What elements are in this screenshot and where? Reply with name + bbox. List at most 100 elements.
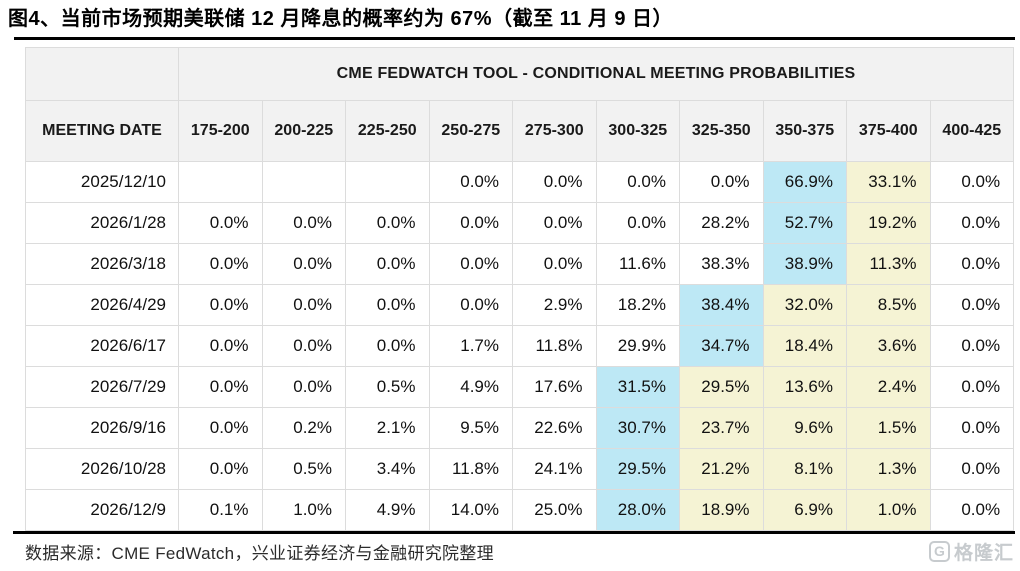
probability-cell: 0.0% [261,325,346,367]
gelonghui-logo-text: 格隆汇 [953,542,1014,564]
probability-cell: 0.0% [595,161,680,203]
meeting-date-cell: 2026/9/16 [25,407,179,449]
probability-cell: 0.0% [178,284,263,326]
probability-cell: 0.0% [679,161,764,203]
footer: 数据来源：CME FedWatch，兴业证券经济与金融研究院整理 G 格隆汇 [25,538,1014,565]
probability-cell-highlight: 13.6% [762,366,847,408]
report-figure-page: 图4、当前市场预期美联储 12 月降息的概率约为 67%（截至 11 月 9 日… [0,5,1020,571]
probability-cell: 0.0% [261,284,346,326]
probability-cell: 0.0% [595,202,680,244]
probability-cell-highlight: 32.0% [762,284,847,326]
probability-cell: 0.0% [345,202,430,244]
probability-cell: 24.1% [512,448,597,490]
probability-cell [345,161,430,203]
probability-cell: 28.2% [679,202,764,244]
probability-cell-highlight: 6.9% [762,489,847,531]
col-header-rate-bin: 175-200 [178,100,263,162]
meeting-date-cell: 2026/12/9 [25,489,179,531]
meeting-date-cell: 2026/3/18 [25,243,179,285]
probability-cell: 2.9% [512,284,597,326]
col-header-rate-bin: 250-275 [428,100,513,162]
probability-cell: 29.9% [595,325,680,367]
probability-cell: 1.0% [261,489,346,531]
probability-cell: 0.0% [178,325,263,367]
probability-cell-max: 52.7% [762,202,847,244]
col-header-rate-bin: 325-350 [679,100,764,162]
probability-cell: 0.0% [929,325,1015,367]
figure-title: 图4、当前市场预期美联储 12 月降息的概率约为 67%（截至 11 月 9 日… [8,8,674,30]
meeting-date-cell: 2026/4/29 [25,284,179,326]
probability-cell: 0.0% [512,161,597,203]
probability-cell: 0.0% [929,161,1015,203]
probability-cell-highlight: 18.9% [679,489,764,531]
col-header-meeting-date: MEETING DATE [25,100,179,162]
probability-cell: 0.0% [929,489,1015,531]
corner-cell [25,47,179,101]
col-header-rate-bin: 275-300 [512,100,597,162]
probability-cell: 0.0% [345,284,430,326]
probability-cell: 0.0% [428,161,513,203]
col-header-rate-bin: 400-425 [929,100,1015,162]
probability-cell: 0.0% [428,202,513,244]
probability-cell: 18.2% [595,284,680,326]
table-row: 2026/6/17 0.0% 0.0% 0.0% 1.7% 11.8% 29.9% 34.7%… [25,325,1015,367]
probability-cell: 4.9% [345,489,430,531]
probability-cell: 25.0% [512,489,597,531]
probability-cell: 0.0% [929,284,1015,326]
fedwatch-probability-table: CME FEDWATCH TOOL - CONDITIONAL MEETING … [25,47,1015,531]
probability-cell: 0.0% [178,407,263,449]
probability-cell-max: 28.0% [595,489,680,531]
probability-cell: 0.0% [512,243,597,285]
probability-cell: 11.8% [428,448,513,490]
probability-cell-highlight: 1.5% [846,407,931,449]
table-row: 2026/9/16 0.0% 0.2% 2.1% 9.5% 22.6% 30.7% 23.7%… [25,407,1015,449]
title-divider [14,37,1015,40]
meeting-date-cell: 2025/12/10 [25,161,179,203]
probability-cell: 0.0% [929,202,1015,244]
probability-cell-highlight: 33.1% [846,161,931,203]
probability-cell [261,161,346,203]
data-source-note: 数据来源：CME FedWatch，兴业证券经济与金融研究院整理 [25,543,494,563]
probability-cell: 0.0% [929,407,1015,449]
probability-cell-max: 38.9% [762,243,847,285]
probability-cell-max: 34.7% [679,325,764,367]
probability-cell-max: 30.7% [595,407,680,449]
col-header-rate-bin: 300-325 [595,100,680,162]
probability-cell-max: 29.5% [595,448,680,490]
probability-cell-highlight: 3.6% [846,325,931,367]
probability-cell: 0.0% [345,325,430,367]
probability-cell: 9.5% [428,407,513,449]
probability-cell-highlight: 18.4% [762,325,847,367]
probability-cell-highlight: 9.6% [762,407,847,449]
probability-cell: 0.0% [512,202,597,244]
probability-cell: 4.9% [428,366,513,408]
probability-cell: 0.0% [178,448,263,490]
probability-cell-highlight: 19.2% [846,202,931,244]
probability-cell-highlight: 1.0% [846,489,931,531]
probability-cell: 14.0% [428,489,513,531]
meeting-date-cell: 2026/10/28 [25,448,179,490]
probability-cell: 0.0% [261,202,346,244]
probability-cell: 11.6% [595,243,680,285]
table-row: 2026/7/29 0.0% 0.0% 0.5% 4.9% 17.6% 31.5% 29.5%… [25,366,1015,408]
table-row: 2026/4/29 0.0% 0.0% 0.0% 0.0% 2.9% 18.2% 38.4% 3… [25,284,1015,326]
probability-cell: 0.0% [261,366,346,408]
gelonghui-logo: G 格隆汇 [928,538,1014,565]
probability-cell: 3.4% [345,448,430,490]
probability-cell: 0.0% [428,284,513,326]
probability-cell: 0.0% [929,366,1015,408]
probability-cell-max: 31.5% [595,366,680,408]
probability-cell: 22.6% [512,407,597,449]
probability-cell: 0.2% [261,407,346,449]
probability-cell: 0.5% [261,448,346,490]
probability-cell: 17.6% [512,366,597,408]
probability-cell-max: 66.9% [762,161,847,203]
probability-cell-highlight: 8.1% [762,448,847,490]
table-row: 2025/12/10 0.0% 0.0% 0.0% 0.0% 66.9% 33.1% 0.0% [25,161,1015,203]
probability-cell: 0.0% [428,243,513,285]
probability-cell-highlight: 29.5% [679,366,764,408]
probability-cell: 0.0% [345,243,430,285]
probability-cell: 0.0% [929,243,1015,285]
probability-cell: 1.7% [428,325,513,367]
table-row: 2026/10/28 0.0% 0.5% 3.4% 11.8% 24.1% 29.5% 21.… [25,448,1015,490]
